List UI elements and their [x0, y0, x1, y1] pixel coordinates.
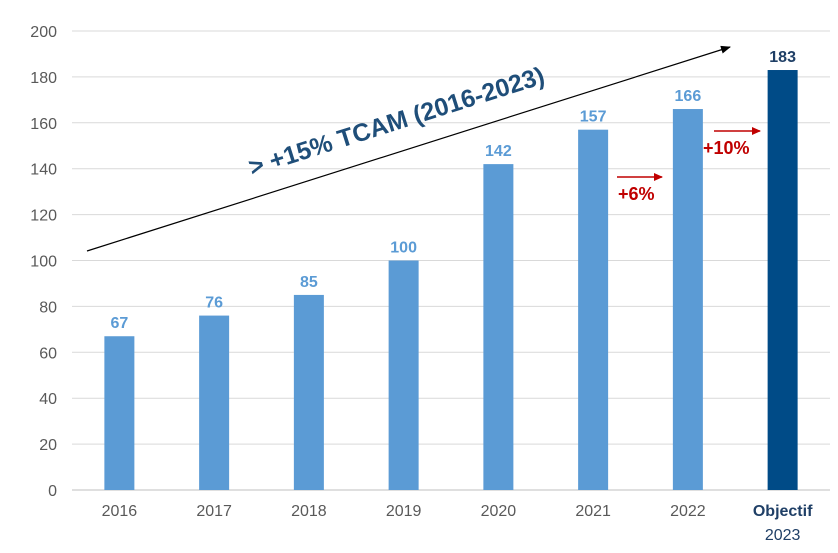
bar-2021	[578, 129, 609, 490]
x-label-2020: 2020	[481, 503, 517, 520]
x-label-highlight-bottom: 2023	[765, 527, 801, 544]
x-label-highlight-top: Objectif	[753, 503, 813, 520]
x-axis-labels: 2016 2017 2018 2019 2020 2021 2022 Objectif 2023	[102, 503, 814, 544]
value-label-2016: 67	[110, 315, 128, 332]
growth-label-2022: +6%	[618, 184, 655, 204]
y-tick-label: 80	[39, 299, 57, 316]
value-label-2021: 157	[580, 109, 607, 126]
y-tick-label: 0	[48, 483, 57, 500]
annotations: > +15% TCAM (2016-2023) +6% +10%	[86, 45, 761, 252]
y-tick-label: 40	[39, 391, 57, 408]
x-label-2017: 2017	[196, 503, 232, 520]
y-tick-label: 200	[30, 24, 57, 41]
gridlines	[72, 30, 830, 491]
bar-2020	[483, 164, 514, 491]
bar-2023	[767, 70, 798, 490]
x-label-2018: 2018	[291, 503, 327, 520]
x-label-2021: 2021	[575, 503, 611, 520]
bar-2016	[104, 336, 135, 490]
x-label-2019: 2019	[386, 503, 422, 520]
trend-annotation: > +15% TCAM (2016-2023)	[245, 62, 548, 182]
value-label-2020: 142	[485, 143, 512, 160]
y-tick-label: 60	[39, 345, 57, 362]
x-label-2022: 2022	[670, 503, 706, 520]
bar-2019	[388, 260, 419, 490]
growth-label-2023: +10%	[703, 138, 750, 158]
trend-arrow	[86, 45, 731, 252]
value-label-2017: 76	[205, 295, 223, 312]
value-label-2018: 85	[300, 274, 318, 291]
y-tick-label: 160	[30, 116, 57, 133]
y-tick-label: 100	[30, 254, 57, 271]
value-label-2019: 100	[390, 240, 417, 257]
bar-2018	[293, 294, 324, 490]
y-tick-label: 120	[30, 208, 57, 225]
x-label-2016: 2016	[102, 503, 138, 520]
y-tick-label: 180	[30, 70, 57, 87]
bar-2017	[199, 315, 230, 490]
y-axis-ticks: 0 20 40 60 80 100 120 140 160 180 200	[30, 24, 57, 500]
value-label-2023: 183	[769, 49, 796, 66]
y-tick-label: 140	[30, 162, 57, 179]
value-label-2022: 166	[675, 88, 702, 105]
bars: 67 76 85 100 142 157 166 183	[104, 49, 798, 491]
bar-2022	[672, 109, 703, 490]
y-tick-label: 20	[39, 437, 57, 454]
